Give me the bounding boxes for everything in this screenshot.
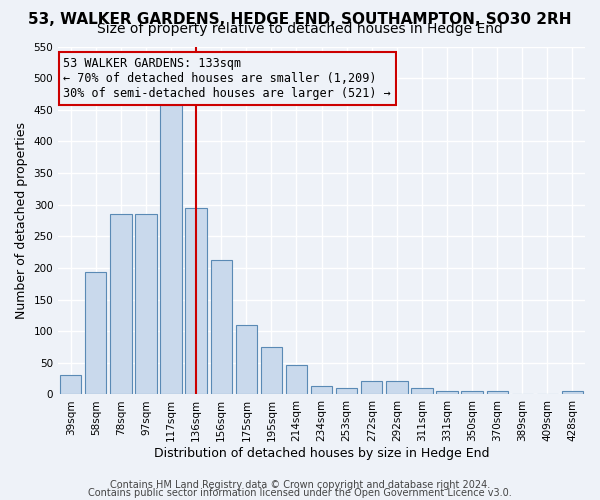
Bar — [185, 208, 207, 394]
Bar — [286, 366, 307, 394]
Text: 53 WALKER GARDENS: 133sqm
← 70% of detached houses are smaller (1,209)
30% of se: 53 WALKER GARDENS: 133sqm ← 70% of detac… — [64, 57, 391, 100]
Bar — [211, 260, 232, 394]
Bar — [110, 214, 131, 394]
Bar — [336, 388, 358, 394]
Y-axis label: Number of detached properties: Number of detached properties — [15, 122, 28, 319]
X-axis label: Distribution of detached houses by size in Hedge End: Distribution of detached houses by size … — [154, 447, 490, 460]
Bar — [411, 388, 433, 394]
Bar — [487, 392, 508, 394]
Text: Size of property relative to detached houses in Hedge End: Size of property relative to detached ho… — [97, 22, 503, 36]
Bar — [85, 272, 106, 394]
Bar — [461, 392, 483, 394]
Bar — [311, 386, 332, 394]
Bar — [136, 214, 157, 394]
Text: Contains public sector information licensed under the Open Government Licence v3: Contains public sector information licen… — [88, 488, 512, 498]
Bar — [60, 376, 82, 394]
Text: 53, WALKER GARDENS, HEDGE END, SOUTHAMPTON, SO30 2RH: 53, WALKER GARDENS, HEDGE END, SOUTHAMPT… — [28, 12, 572, 28]
Bar — [261, 347, 282, 395]
Bar — [236, 325, 257, 394]
Bar — [562, 392, 583, 394]
Bar — [436, 390, 458, 394]
Bar — [160, 104, 182, 395]
Bar — [386, 380, 407, 394]
Text: Contains HM Land Registry data © Crown copyright and database right 2024.: Contains HM Land Registry data © Crown c… — [110, 480, 490, 490]
Bar — [361, 380, 382, 394]
